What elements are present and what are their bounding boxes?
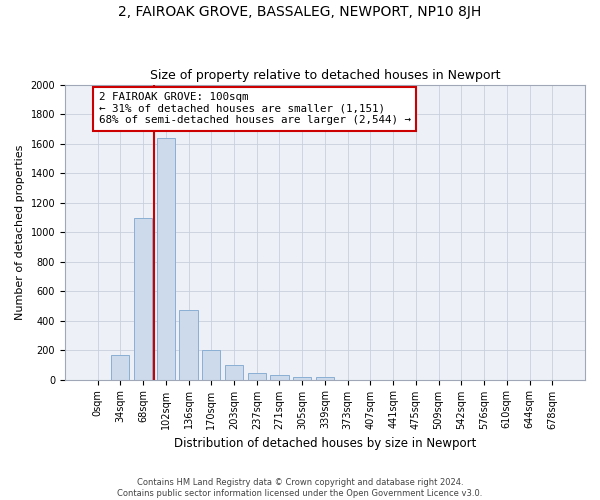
X-axis label: Distribution of detached houses by size in Newport: Distribution of detached houses by size … (174, 437, 476, 450)
Y-axis label: Number of detached properties: Number of detached properties (15, 144, 25, 320)
Bar (134, 218, 152, 380)
Text: 2 FAIROAK GROVE: 100sqm
← 31% of detached houses are smaller (1,151)
68% of semi: 2 FAIROAK GROVE: 100sqm ← 31% of detache… (99, 92, 411, 125)
Bar (248, 373, 266, 380)
Bar (157, 138, 175, 380)
Title: Size of property relative to detached houses in Newport: Size of property relative to detached ho… (150, 69, 500, 82)
Bar (271, 376, 289, 380)
Bar (293, 376, 311, 380)
Bar (316, 376, 334, 380)
Bar (111, 355, 130, 380)
Bar (225, 365, 243, 380)
Text: Contains HM Land Registry data © Crown copyright and database right 2024.
Contai: Contains HM Land Registry data © Crown c… (118, 478, 482, 498)
Bar (179, 310, 197, 380)
Text: 2, FAIROAK GROVE, BASSALEG, NEWPORT, NP10 8JH: 2, FAIROAK GROVE, BASSALEG, NEWPORT, NP1… (118, 5, 482, 19)
Bar (202, 350, 220, 380)
